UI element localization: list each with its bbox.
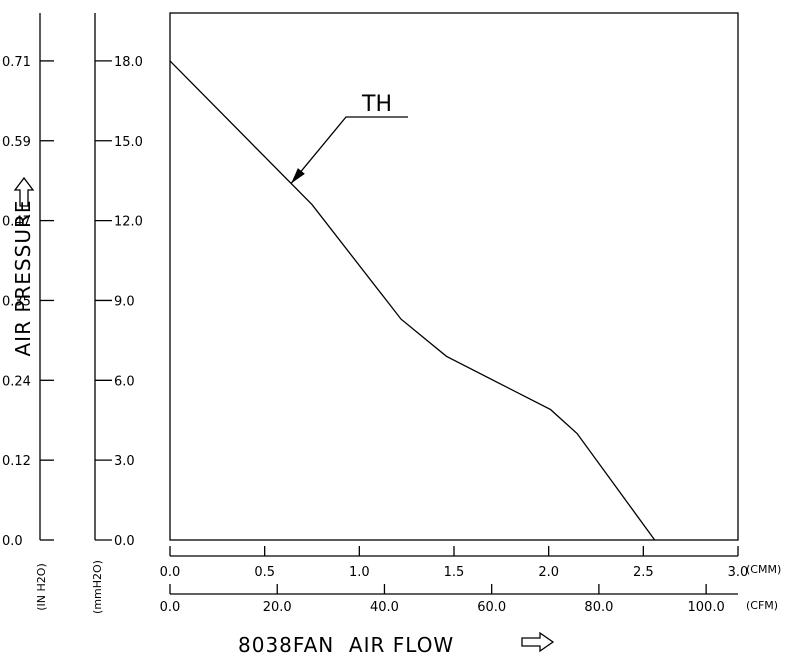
y-tick-label-mmh2o: 0.0 — [114, 534, 135, 549]
x-ticks: 0.0 0.5 1.0 1.5 2.0 2.5 3.0 0.0 20.0 40.0 60.0 80.0… — [160, 546, 749, 615]
y-tick-label-inh2o: 0.47 — [2, 215, 31, 230]
x-tick-label-cfm: 0.0 — [160, 600, 181, 615]
y-tick-label-inh2o: 0.24 — [2, 374, 31, 389]
x-unit-cmm: (CMM) — [746, 563, 781, 576]
x-tick-label-cmm: 2.0 — [538, 565, 559, 580]
y-axis-arrow-icon — [13, 176, 35, 207]
y-unit-mmh2o: (mmH2O) — [91, 560, 104, 614]
x-tick-label-cmm: 1.5 — [444, 565, 465, 580]
y-axis-label: AIR PRESSURE — [11, 200, 35, 357]
y-tick-label-inh2o: 0.0 — [2, 534, 23, 549]
x-tick-label-cmm: 0.5 — [254, 565, 275, 580]
x-tick-label-cmm: 3.0 — [728, 565, 749, 580]
y-tick-label-mmh2o: 15.0 — [114, 135, 143, 150]
y-unit-inh2o: (IN H2O) — [35, 563, 48, 610]
x-tick-label-cmm: 0.0 — [160, 565, 181, 580]
y-tick-label-mmh2o: 9.0 — [114, 294, 135, 309]
annotation-leader — [290, 116, 408, 184]
y-tick-label-mmh2o: 18.0 — [114, 55, 143, 70]
y-tick-label-inh2o: 0.12 — [2, 454, 31, 469]
plot-frame — [169, 12, 739, 541]
y-ticks: 0.0 0.0 3.0 0.12 6.0 0.24 9.0 0.35 12.0 0.47 15.0 0… — [2, 55, 143, 549]
x-tick-label-cfm: 80.0 — [584, 600, 613, 615]
y-tick-label-inh2o: 0.35 — [2, 294, 31, 309]
x-tick-label-cfm: 20.0 — [263, 600, 292, 615]
x-axis-arrow-icon — [521, 631, 555, 653]
x-axis-label: 8038FAN AIR FLOW — [238, 633, 454, 657]
y-tick-label-inh2o: 0.71 — [2, 55, 31, 70]
y-tick-label-mmh2o: 6.0 — [114, 374, 135, 389]
x-tick-label-cfm: 40.0 — [370, 600, 399, 615]
annotation-label: TH — [361, 92, 392, 117]
series-line-th — [169, 60, 656, 541]
x-tick-label-cmm: 2.5 — [633, 565, 654, 580]
y-tick-label-inh2o: 0.59 — [2, 135, 31, 150]
x-tick-label-cfm: 100.0 — [688, 600, 725, 615]
y-tick-label-mmh2o: 12.0 — [114, 215, 143, 230]
y-tick-label-mmh2o: 3.0 — [114, 454, 135, 469]
x-tick-label-cmm: 1.0 — [349, 565, 370, 580]
x-tick-label-cfm: 60.0 — [477, 600, 506, 615]
x-unit-cfm: (CFM) — [746, 599, 778, 612]
annotation-arrowhead — [291, 168, 305, 184]
